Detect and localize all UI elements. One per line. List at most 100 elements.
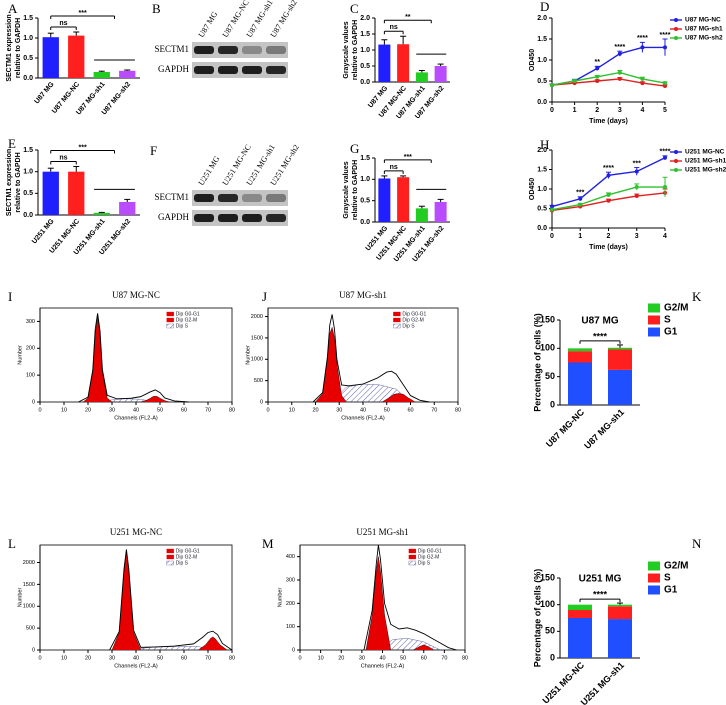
point bbox=[578, 196, 583, 201]
legend-marker bbox=[674, 36, 678, 40]
bar bbox=[415, 72, 428, 82]
y-tick-label: 100 bbox=[286, 624, 295, 630]
blot-band bbox=[266, 46, 286, 54]
panel-label: E bbox=[8, 136, 16, 151]
x-tick-label: 50 bbox=[157, 407, 163, 413]
x-tick-label: 80 bbox=[462, 655, 468, 661]
panel-label: G bbox=[350, 141, 359, 156]
legend-label: U251 MG-sh1 bbox=[685, 158, 726, 165]
point bbox=[572, 79, 577, 83]
point bbox=[606, 173, 611, 178]
legend-marker bbox=[674, 27, 678, 31]
point bbox=[606, 192, 611, 197]
y-tick-label: 1.0 bbox=[537, 186, 547, 193]
x-tick-label: 0 bbox=[38, 407, 41, 413]
y-tick-label: 0.5 bbox=[23, 55, 33, 62]
x-tick-label: U87 MG bbox=[34, 81, 56, 106]
annotation: *** bbox=[633, 160, 641, 167]
x-tick-label: 2 bbox=[607, 233, 611, 240]
panel-label: J bbox=[262, 289, 267, 304]
annotation: ns bbox=[390, 164, 398, 171]
point bbox=[550, 204, 554, 209]
y-tick-label: 2.0 bbox=[360, 15, 370, 22]
legend-swatch bbox=[166, 311, 174, 317]
blot-band bbox=[218, 214, 238, 222]
outline bbox=[363, 544, 457, 651]
y-axis-label: Number bbox=[277, 588, 283, 608]
blot-background bbox=[192, 62, 288, 78]
bar-segment bbox=[568, 362, 592, 405]
point bbox=[634, 169, 639, 174]
legend-swatch bbox=[408, 548, 417, 554]
x-tick-label: 20 bbox=[85, 407, 91, 413]
x-tick-label: 60 bbox=[181, 407, 187, 413]
area bbox=[315, 326, 347, 403]
y-tick-label: 1.5 bbox=[23, 147, 33, 154]
y-tick-label: 0.5 bbox=[360, 198, 370, 205]
legend-swatch bbox=[648, 303, 660, 313]
x-tick-label: 30 bbox=[359, 655, 365, 661]
bar bbox=[397, 44, 410, 82]
annotation: **** bbox=[603, 165, 614, 172]
y-axis-label: relative to GAPDH bbox=[352, 20, 359, 80]
y-tick-label: 1.5 bbox=[360, 155, 370, 162]
y-tick-label: 0.0 bbox=[23, 212, 33, 219]
y-tick-label: 400 bbox=[286, 554, 295, 560]
bar bbox=[93, 212, 110, 215]
annotation: ns bbox=[59, 20, 67, 27]
x-tick-label: 0 bbox=[298, 655, 301, 661]
blot-band bbox=[194, 46, 214, 54]
legend-label: Dip S bbox=[176, 323, 189, 329]
x-axis-label: Time (days) bbox=[589, 244, 628, 251]
legend-label: Dip G2-M bbox=[418, 554, 439, 560]
bar-segment bbox=[608, 369, 632, 405]
row-label: GAPDH bbox=[158, 64, 190, 74]
bar bbox=[378, 44, 391, 82]
y-tick-label: 0.0 bbox=[360, 219, 370, 226]
legend-marker bbox=[674, 159, 678, 163]
plot-frame bbox=[39, 544, 233, 651]
y-axis-label: Percentage of cells (%) bbox=[532, 313, 542, 412]
y-axis-label: OD450 bbox=[529, 178, 536, 200]
y-tick-label: 150 bbox=[540, 314, 555, 324]
bar-segment bbox=[568, 610, 592, 618]
y-axis-label: Number bbox=[17, 345, 23, 365]
x-tick-label: 70 bbox=[205, 407, 211, 413]
x-tick-label: 2 bbox=[595, 107, 599, 114]
y-tick-label: 1.5 bbox=[23, 15, 33, 22]
annotation: **** bbox=[637, 35, 648, 42]
y-axis-label: relative to GAPDH bbox=[352, 160, 359, 220]
legend-label: Dip G0-G1 bbox=[418, 548, 442, 554]
legend-label: G1 bbox=[664, 585, 678, 596]
y-tick-label: 200 bbox=[286, 601, 295, 607]
point bbox=[606, 198, 611, 203]
blot-band bbox=[266, 66, 286, 74]
legend-label: Dip G2-M bbox=[176, 317, 197, 323]
y-tick-label: 2000 bbox=[23, 560, 35, 566]
area bbox=[365, 556, 391, 651]
area bbox=[140, 395, 170, 403]
area bbox=[381, 393, 416, 403]
y-tick-label: 1500 bbox=[251, 335, 263, 341]
blot-band bbox=[266, 194, 286, 202]
blot-band bbox=[194, 214, 214, 222]
legend-label: G1 bbox=[664, 327, 678, 338]
x-tick-label: 1 bbox=[573, 107, 577, 114]
panel-label: I bbox=[8, 289, 12, 304]
series-line bbox=[551, 78, 666, 87]
point bbox=[640, 81, 645, 86]
y-tick-label: 0 bbox=[32, 647, 35, 653]
y-tick-label: 1.0 bbox=[360, 176, 370, 183]
blot-band bbox=[242, 46, 262, 54]
panel-label: A bbox=[8, 1, 18, 16]
y-tick-label: 0 bbox=[260, 399, 263, 405]
lane-label: U87 MG-sh2 bbox=[269, 0, 299, 39]
panel-label: M bbox=[262, 536, 274, 551]
chart-title: U87 MG-sh1 bbox=[339, 290, 387, 300]
bar-segment bbox=[608, 349, 632, 370]
legend-swatch bbox=[648, 573, 660, 583]
x-tick-label: 80 bbox=[229, 655, 235, 661]
y-tick-label: 300 bbox=[26, 319, 35, 325]
x-tick-label: 70 bbox=[205, 655, 211, 661]
y-tick-label: 0.0 bbox=[537, 225, 547, 232]
